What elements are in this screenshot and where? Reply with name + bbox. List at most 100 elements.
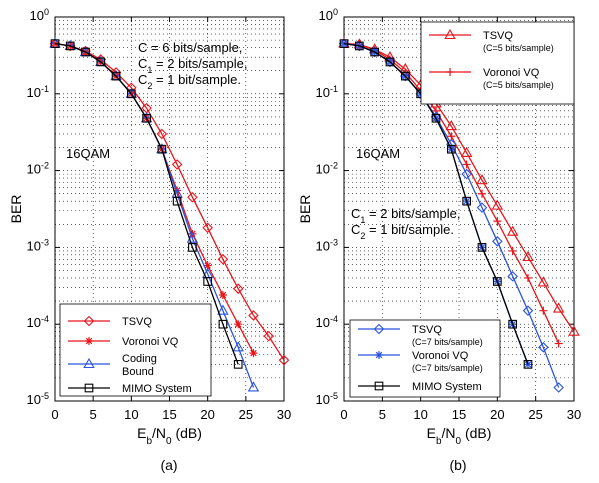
legend-marker xyxy=(84,383,94,393)
data-point xyxy=(446,144,456,154)
legend-label: Voronoi VQ xyxy=(412,350,469,362)
x-axis-label: Eb/N0 (dB) xyxy=(137,425,202,447)
data-point xyxy=(538,342,549,353)
legend-label: MIMO System xyxy=(122,383,192,395)
annotation-text: C1 = 2 bits/sample, xyxy=(138,56,247,75)
x-tick-label: 25 xyxy=(528,407,542,422)
data-point xyxy=(188,243,197,252)
modulation-label: 16QAM xyxy=(66,146,110,161)
data-point xyxy=(553,382,564,393)
legend-marker xyxy=(85,337,93,345)
legend-label: TSVQ xyxy=(122,316,152,328)
legend-entry: Voronoi VQ(C=5 bits/sample) xyxy=(429,67,554,90)
legend-label: TSVQ xyxy=(412,324,442,336)
data-point xyxy=(523,360,533,369)
series-3 xyxy=(50,39,243,369)
data-point xyxy=(263,330,275,342)
data-point xyxy=(476,174,488,185)
legend-entry: Voronoi VQ xyxy=(68,336,179,348)
x-tick-label: 25 xyxy=(239,407,253,422)
legend-label: Coding xyxy=(122,353,157,365)
data-point xyxy=(111,71,121,81)
legend-marker xyxy=(444,28,456,40)
y-tick-label: 10-3 xyxy=(27,237,49,253)
data-point xyxy=(508,246,517,255)
data-point xyxy=(400,71,410,81)
legend: TSVQ(C=5 bits/sample)Voronoi VQ(C=5 bits… xyxy=(420,21,575,105)
data-point xyxy=(354,40,365,52)
data-point xyxy=(65,41,75,51)
data-point xyxy=(173,186,182,195)
legend-entry: TSVQ xyxy=(68,315,152,328)
data-point xyxy=(476,202,488,213)
data-point xyxy=(431,113,441,123)
data-point xyxy=(370,47,380,57)
data-point xyxy=(217,254,229,265)
data-point xyxy=(218,291,227,299)
y-tick-label: 10-1 xyxy=(316,84,338,100)
legend-marker xyxy=(373,323,385,335)
data-point xyxy=(249,349,258,358)
data-point xyxy=(492,236,503,247)
legend-entry: MIMO System xyxy=(68,383,192,395)
y-tick-label: 100 xyxy=(319,7,338,23)
series-line xyxy=(54,42,285,361)
data-point xyxy=(203,261,212,270)
data-point xyxy=(247,381,260,392)
y-tick-label: 10-1 xyxy=(27,84,49,100)
data-point xyxy=(477,243,487,252)
panel-label: (a) xyxy=(160,457,177,473)
data-point xyxy=(524,273,532,282)
data-point xyxy=(203,277,213,286)
x-tick-label: 5 xyxy=(90,407,97,422)
data-point xyxy=(539,306,548,315)
data-point xyxy=(338,38,350,49)
data-point xyxy=(492,277,502,286)
y-tick-label: 10-5 xyxy=(316,391,338,407)
x-tick-label: 15 xyxy=(162,407,176,422)
series-line xyxy=(343,42,575,332)
series-4 xyxy=(339,39,533,369)
x-tick-label: 10 xyxy=(124,407,138,422)
data-point xyxy=(217,304,229,315)
legend-sublabel: (C=5 bits/sample) xyxy=(483,80,554,90)
data-point xyxy=(568,325,580,336)
x-tick-label: 15 xyxy=(452,407,466,422)
data-point xyxy=(445,119,458,131)
data-point xyxy=(156,128,168,140)
legend-label: Voronoi VQ xyxy=(122,336,179,348)
legend-sublabel: (C=7 bits/sample) xyxy=(412,337,483,347)
x-tick-label: 30 xyxy=(277,407,291,422)
data-point xyxy=(552,302,565,313)
y-axis-label: BER xyxy=(297,195,313,224)
y-tick-label: 10-3 xyxy=(316,237,338,253)
x-tick-label: 0 xyxy=(51,407,58,422)
x-axis-label: Eb/N0 (dB) xyxy=(427,425,492,447)
y-tick-label: 100 xyxy=(30,7,49,23)
data-point xyxy=(232,283,244,294)
panel-a: 0 5 10 15 20 25 30 100 10-1 10-2 10-3 10-4 10-5 Eb/N0… xyxy=(8,7,291,473)
legend: TSVQ(C=7 bits/sample) Voronoi VQ (C=7 bits… xyxy=(349,319,501,398)
data-point xyxy=(339,39,349,48)
data-point xyxy=(462,160,471,169)
data-point xyxy=(491,199,504,210)
data-point xyxy=(460,146,473,157)
data-point xyxy=(554,339,563,348)
data-point xyxy=(232,341,244,352)
series-line xyxy=(343,42,529,365)
data-point xyxy=(462,196,472,206)
x-tick-label: 10 xyxy=(413,407,427,422)
series-line xyxy=(54,42,239,365)
x-tick-label: 20 xyxy=(490,407,504,422)
annotation-text: C2 = 1 bit/sample. xyxy=(351,222,454,241)
y-tick-label: 10-2 xyxy=(316,161,338,177)
data-point xyxy=(522,250,534,262)
data-point xyxy=(493,217,502,226)
data-point xyxy=(248,310,259,321)
data-point xyxy=(187,191,198,203)
x-tick-label: 5 xyxy=(379,407,386,422)
legend-entry: TSVQ(C=7 bits/sample) xyxy=(358,323,483,347)
data-point xyxy=(537,276,550,287)
